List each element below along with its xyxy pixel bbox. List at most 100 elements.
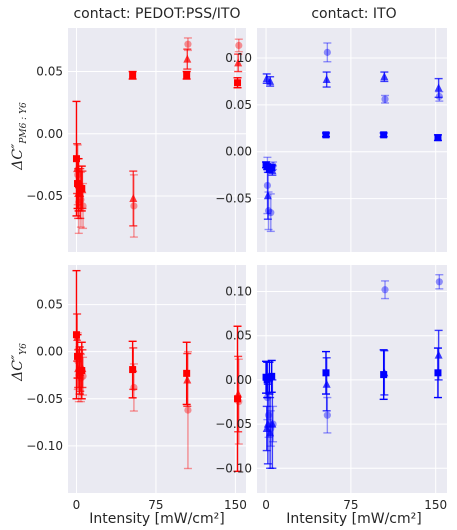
data-point-triangle	[234, 58, 243, 67]
data-point-square	[183, 71, 191, 79]
panel-bottom-left: −0.10 −0.05 0.00 0.05 0 75 150	[26, 265, 247, 512]
plot-area-top-left	[68, 28, 246, 252]
xlabel-left: Intensity [mW/cm²]	[89, 511, 224, 527]
data-point-triangle	[183, 375, 192, 384]
data-point-triangle	[78, 185, 87, 194]
data-point-circle	[235, 41, 243, 50]
data-point-square	[434, 134, 442, 142]
x-tick-label: 150	[424, 498, 447, 512]
data-point-circle	[235, 398, 243, 406]
data-point-triangle	[268, 419, 277, 428]
y-tick-label: 0.10	[225, 285, 252, 299]
y-tick-label: 0.05	[36, 298, 63, 312]
data-point-circle	[381, 95, 389, 103]
data-point-circle	[77, 374, 85, 382]
data-point-triangle	[322, 75, 331, 84]
data-point-circle	[435, 278, 443, 286]
data-point-triangle	[380, 72, 389, 81]
data-point-triangle	[183, 54, 192, 63]
y-tick-label: 0.05	[225, 98, 252, 112]
ylabel-bottom: ΔC″Y6	[10, 343, 29, 382]
data-point-square	[268, 372, 276, 380]
data-point-circle	[75, 198, 83, 206]
data-point-circle	[267, 424, 275, 433]
y-tick-label: −0.05	[26, 189, 63, 203]
data-point-circle	[263, 393, 272, 402]
data-point-triangle	[262, 423, 271, 432]
y-tick-label: 0.10	[225, 51, 252, 65]
data-point-circle	[74, 357, 82, 365]
data-point-circle	[269, 420, 277, 428]
x-tick-label: 75	[343, 498, 358, 512]
data-point-circle	[267, 209, 275, 217]
data-point-square	[129, 71, 137, 79]
plot-area-bottom-left	[68, 265, 246, 493]
panel-title-ito: contact: ITO	[311, 6, 396, 22]
data-point-circle	[79, 372, 87, 380]
data-point-square	[234, 79, 242, 87]
panel-top-right: −0.05 0.00 0.05 0.10	[215, 28, 447, 252]
data-point-triangle	[380, 368, 389, 377]
data-point-triangle	[266, 76, 275, 85]
x-tick-label: 0	[73, 498, 81, 512]
panel-bottom-right: −0.10 −0.05 0.00 0.05 0.10 0 75 150	[215, 265, 447, 512]
data-point-circle	[323, 411, 331, 419]
data-point-circle	[130, 202, 138, 210]
x-tick-label: 0	[262, 498, 270, 512]
data-point-circle	[130, 383, 138, 392]
ylabel-top-main: ΔC″	[10, 143, 26, 171]
plot-area-bottom-right	[257, 265, 447, 493]
data-point-triangle	[434, 350, 443, 359]
y-tick-label: −0.10	[215, 461, 252, 475]
data-point-square	[380, 131, 388, 139]
data-point-triangle	[322, 379, 331, 388]
data-point-circle	[269, 162, 277, 170]
data-point-triangle	[263, 191, 272, 200]
data-point-circle	[75, 371, 83, 379]
ylabel-top-sub: PM6 : Y6	[19, 102, 29, 145]
series-triangle-bottom-left	[73, 313, 243, 433]
ylabel-bottom-sub: Y6	[19, 343, 29, 355]
data-point-triangle	[234, 389, 243, 398]
data-point-triangle	[73, 333, 82, 342]
ylabel-bottom-main: ΔC″	[10, 354, 26, 382]
series-triangle-top-left	[73, 48, 243, 227]
y-tick-label: −0.05	[215, 192, 252, 206]
data-point-triangle	[78, 364, 87, 373]
plot-area-top-right	[257, 28, 447, 252]
y-tick-label: 0.00	[225, 145, 252, 159]
data-point-triangle	[129, 364, 138, 373]
data-point-circle	[264, 207, 273, 215]
y-tick-label: −0.05	[26, 392, 63, 406]
x-tick-label: 150	[224, 498, 247, 512]
panels: −0.05 0.00 0.05 −0.05 0.00 0.05 0.10 −0.10 −0.05…	[26, 28, 447, 512]
series-circle-bottom-right	[263, 274, 444, 447]
series-circle-bottom-left	[73, 332, 243, 470]
series-triangle-bottom-right	[262, 329, 443, 469]
y-tick-label: 0.00	[36, 345, 63, 359]
data-point-circle	[263, 181, 272, 190]
data-point-triangle	[268, 165, 277, 174]
y-tick-label: 0.05	[36, 65, 63, 79]
series-triangle-top-right	[262, 71, 443, 220]
y-tick-label: 0.00	[225, 373, 252, 387]
data-point-circle	[77, 196, 85, 204]
y-tick-label: 0.05	[225, 329, 252, 343]
y-tick-label: −0.05	[215, 417, 252, 431]
ylabel-top: ΔC″PM6 : Y6	[10, 102, 29, 171]
data-point-circle	[79, 202, 87, 210]
data-point-square	[322, 131, 330, 139]
data-point-triangle	[434, 83, 443, 92]
y-tick-label: −0.10	[26, 439, 63, 453]
x-tick-label: 75	[148, 498, 163, 512]
series-square-top-right	[262, 131, 442, 174]
data-point-circle	[184, 406, 192, 414]
data-point-circle	[381, 286, 389, 294]
data-point-circle	[435, 92, 443, 101]
panel-top-left: −0.05 0.00 0.05	[26, 28, 246, 252]
y-tick-label: 0.00	[36, 127, 63, 141]
data-point-triangle	[129, 193, 138, 202]
xlabel-right: Intensity [mW/cm²]	[286, 511, 421, 527]
data-point-circle	[323, 48, 331, 56]
